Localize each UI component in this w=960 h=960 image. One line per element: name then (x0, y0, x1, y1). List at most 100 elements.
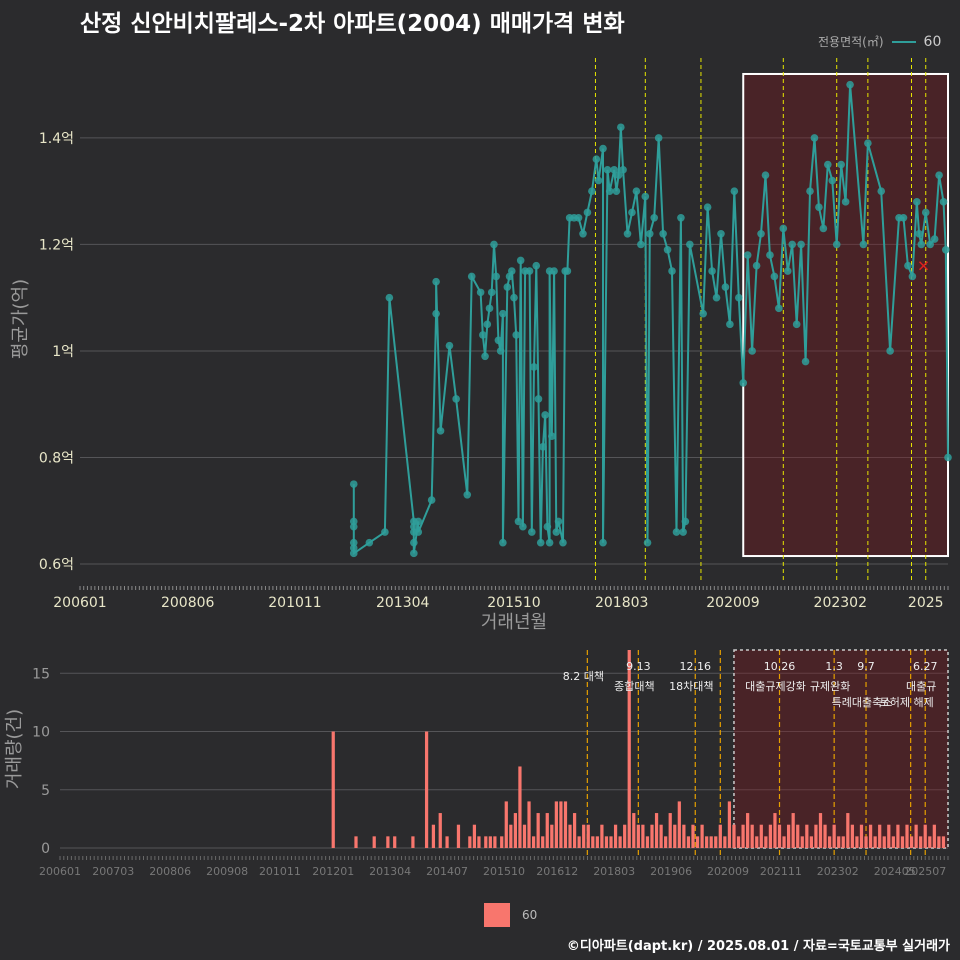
volume-bar (791, 813, 795, 848)
volume-bar (518, 766, 522, 848)
data-point (679, 528, 687, 536)
volume-bar (438, 813, 442, 848)
data-point (748, 347, 756, 355)
volume-bar (331, 731, 335, 848)
data-point (915, 229, 923, 238)
x2-tick-label: 200908 (206, 865, 248, 878)
data-point (904, 261, 912, 270)
data-point (492, 272, 500, 281)
data-point (563, 267, 572, 275)
volume-bar (841, 836, 845, 848)
data-point (612, 187, 621, 195)
legend-bottom: 60 (484, 903, 537, 927)
policy-name-label: 종합대책 (614, 680, 654, 693)
volume-bar (868, 824, 873, 848)
data-point (554, 517, 563, 526)
data-point (663, 245, 672, 254)
volume-bar (522, 824, 527, 848)
volume-bar (864, 836, 868, 848)
data-point (721, 283, 730, 291)
data-point (632, 187, 641, 195)
volume-bar (488, 836, 492, 848)
volume-bar (354, 836, 358, 848)
legend-top-label: 60 (923, 33, 942, 50)
x2-tick-label: 201906 (650, 865, 692, 878)
policy-date-label: 1.3 (825, 660, 843, 673)
volume-bar (673, 824, 677, 848)
data-point (681, 517, 690, 526)
data-point (603, 166, 612, 174)
data-point (532, 261, 541, 270)
volume-bar (900, 836, 905, 848)
volume-bar (386, 836, 390, 848)
data-point (686, 240, 694, 249)
legend-line-swatch (891, 40, 916, 43)
x2-tick-label: 201612 (536, 865, 578, 878)
volume-bar (659, 824, 663, 848)
policy-name-label: 특례대출축소 (832, 696, 893, 709)
volume-bar (932, 824, 936, 848)
data-point (801, 357, 810, 366)
data-point (536, 538, 545, 547)
data-point (677, 213, 685, 222)
volume-bar (727, 801, 732, 848)
data-point (935, 171, 943, 179)
data-point (548, 432, 556, 440)
data-point (643, 538, 652, 547)
data-point (552, 528, 561, 536)
volume-bar (887, 824, 891, 848)
data-point (487, 288, 496, 297)
x-tick-label: 200806 (161, 595, 215, 611)
volume-bar (941, 836, 946, 848)
volume-bar (750, 824, 754, 848)
data-point (846, 80, 854, 89)
data-point (499, 309, 507, 318)
volume-bar (773, 813, 777, 848)
data-point (494, 336, 503, 345)
volume-bar (823, 824, 827, 848)
x2-tick-label: 201510 (483, 865, 525, 878)
data-point (410, 522, 418, 531)
footer-credit: ©디아파트(dapt.kr) / 2025.08.01 / 자료=국토교통부 실… (566, 939, 950, 954)
volume-bar (509, 824, 513, 848)
x2-tick-label: 201407 (426, 865, 468, 878)
data-point (512, 331, 521, 339)
data-point (641, 192, 650, 201)
data-point (645, 229, 654, 238)
data-point (528, 528, 536, 536)
data-point (534, 395, 543, 403)
data-point (545, 538, 554, 547)
y2-tick-label: 10 (32, 725, 50, 741)
data-point (414, 528, 423, 536)
x2-tick-label: 202405 (874, 865, 916, 878)
data-point (806, 187, 814, 195)
data-point (752, 261, 761, 270)
volume-bar (477, 836, 481, 848)
volume-bar (746, 813, 750, 848)
data-point (859, 240, 868, 249)
data-point (939, 198, 948, 206)
volume-bar (668, 813, 672, 848)
data-point (917, 240, 926, 249)
data-point (712, 293, 721, 302)
data-point (594, 176, 603, 185)
data-point (592, 155, 601, 164)
data-point (485, 304, 494, 313)
data-point (730, 187, 739, 195)
x2-tick-label: 202302 (817, 865, 859, 878)
volume-bar (664, 836, 668, 848)
data-point (941, 245, 950, 254)
data-point (559, 538, 567, 547)
volume-bar (559, 801, 563, 848)
data-point (734, 293, 743, 302)
data-point (483, 320, 492, 329)
volume-bar (873, 836, 877, 848)
volume-bar (909, 836, 914, 848)
data-point (877, 187, 886, 195)
data-point (659, 229, 667, 238)
volume-bar (782, 836, 786, 848)
volume-bar (411, 836, 415, 848)
volume-bar (809, 836, 813, 848)
data-point (410, 549, 418, 558)
volume-bar (677, 801, 681, 848)
